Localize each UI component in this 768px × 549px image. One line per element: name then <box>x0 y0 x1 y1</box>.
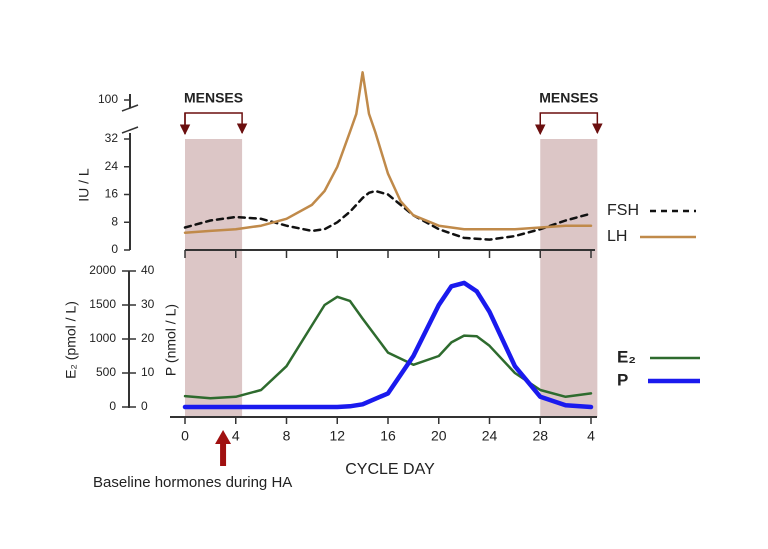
menses-label: MENSES <box>539 90 598 106</box>
y-tick-label: 100 <box>98 92 118 106</box>
y2-tick-label: 40 <box>141 263 155 277</box>
y2-axis-title: P (nmol / L) <box>163 304 179 376</box>
x-tick-label: 24 <box>482 428 498 444</box>
x-tick-label: 0 <box>181 428 189 444</box>
series-line <box>183 71 593 234</box>
x-tick-label: 4 <box>232 428 240 444</box>
baseline-arrow <box>215 430 232 466</box>
y2-tick-label: 0 <box>141 399 148 413</box>
y-tick-label: 32 <box>105 131 119 145</box>
menses-bracket <box>184 112 248 135</box>
x-tick-label: 4 <box>587 428 595 444</box>
menses-shading <box>185 139 243 417</box>
legend-label: LH <box>607 228 627 245</box>
y-tick-label: 24 <box>105 159 119 173</box>
y-tick-label: 1000 <box>89 331 116 345</box>
x-tick-label: 8 <box>283 428 291 444</box>
x-tick-label: 16 <box>380 428 396 444</box>
y-tick-label: 16 <box>105 187 119 201</box>
y2-tick-label: 20 <box>141 331 155 345</box>
x-tick-label: 28 <box>532 428 548 444</box>
series-line <box>183 295 593 400</box>
y2-tick-label: 30 <box>141 297 155 311</box>
y-axis-title: IU / L <box>76 168 92 202</box>
axis-break <box>121 126 139 134</box>
y-tick-label: 0 <box>111 242 118 256</box>
y2-tick-label: 10 <box>141 365 155 379</box>
y-axis-title: E₂ (pmol / L) <box>63 301 79 379</box>
series-line <box>183 189 593 241</box>
y-tick-label: 500 <box>96 365 116 379</box>
y-tick-label: 0 <box>109 399 116 413</box>
y-tick-label: 2000 <box>89 263 116 277</box>
menses-shading <box>540 139 598 417</box>
legend-label: P <box>617 370 628 389</box>
x-tick-label: 20 <box>431 428 447 444</box>
y-tick-label: 1500 <box>89 297 116 311</box>
legend-label: E₂ <box>617 347 636 366</box>
x-axis-title: CYCLE DAY <box>345 461 435 478</box>
menses-label: MENSES <box>184 90 243 106</box>
baseline-label: Baseline hormones during HA <box>93 474 292 491</box>
menses-bracket <box>539 112 603 135</box>
axis-break <box>121 104 139 112</box>
series-line <box>182 280 594 410</box>
x-tick-label: 12 <box>329 428 345 444</box>
y-tick-label: 8 <box>111 214 118 228</box>
legend-label: FSH <box>607 202 639 219</box>
